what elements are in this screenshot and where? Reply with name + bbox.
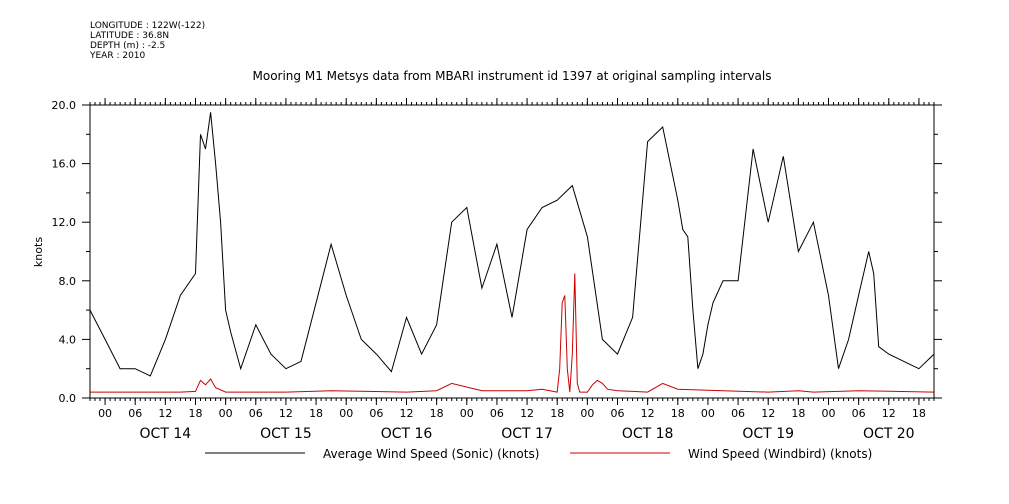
- y-tick-label: 12.0: [52, 216, 77, 229]
- x-tick-label: 06: [249, 407, 263, 420]
- x-tick-label: 12: [279, 407, 293, 420]
- x-tick-label: 06: [852, 407, 866, 420]
- x-tick-label: 18: [671, 407, 685, 420]
- day-label: OCT 15: [260, 426, 312, 442]
- legend-label-1: Average Wind Speed (Sonic) (knots): [323, 447, 539, 461]
- y-tick-label: 16.0: [52, 158, 77, 171]
- x-tick-label: 12: [520, 407, 534, 420]
- x-tick-label: 06: [128, 407, 142, 420]
- x-tick-label: 18: [430, 407, 444, 420]
- day-label: OCT 18: [622, 426, 674, 442]
- depth-label: DEPTH (m) : -2.5: [90, 41, 166, 51]
- x-tick-label: 18: [189, 407, 203, 420]
- x-tick-label: 06: [611, 407, 625, 420]
- x-tick-label: 06: [731, 407, 745, 420]
- x-tick-label: 00: [460, 407, 474, 420]
- x-tick-label: 12: [400, 407, 414, 420]
- series-line-2: [90, 273, 935, 393]
- x-tick-label: 12: [882, 407, 896, 420]
- x-tick-label: 00: [580, 407, 594, 420]
- series-lines: [89, 112, 935, 393]
- legend: Average Wind Speed (Sonic) (knots) Wind S…: [205, 447, 872, 461]
- x-tick-label: 18: [309, 407, 323, 420]
- y-axis-label: knots: [32, 237, 45, 267]
- y-tick-label: 8.0: [59, 275, 77, 288]
- x-tick-label: 18: [791, 407, 805, 420]
- station-metadata: LONGITUDE : 122W(-122) LATITUDE : 36.8N …: [90, 21, 205, 61]
- x-tick-label: 00: [219, 407, 233, 420]
- year-label: YEAR : 2010: [90, 51, 146, 61]
- x-tick-label: 06: [490, 407, 504, 420]
- plot-frame: [89, 104, 935, 399]
- x-tick-label: 00: [822, 407, 836, 420]
- day-label: OCT 14: [140, 426, 192, 442]
- day-label: OCT 20: [863, 426, 915, 442]
- axis-ticks: [82, 98, 942, 405]
- day-label: OCT 19: [742, 426, 794, 442]
- y-tick-label: 0.0: [59, 392, 77, 405]
- x-tick-label: 18: [912, 407, 926, 420]
- x-tick-label: 12: [761, 407, 775, 420]
- x-tick-label: 00: [701, 407, 715, 420]
- x-tick-label: 12: [641, 407, 655, 420]
- longitude-label: LONGITUDE : 122W(-122): [90, 21, 206, 31]
- x-tick-label: 06: [369, 407, 383, 420]
- y-tick-label: 20.0: [52, 99, 77, 112]
- y-tick-label: 4.0: [59, 333, 77, 346]
- x-tick-label: 18: [550, 407, 564, 420]
- x-tick-label: 00: [339, 407, 353, 420]
- day-label: OCT 17: [501, 426, 553, 442]
- chart-title: Mooring M1 Metsys data from MBARI instru…: [253, 69, 772, 83]
- day-label: OCT 16: [381, 426, 433, 442]
- tick-labels: 00 06 12 18 00 06 12 18 00 06 12 18 00 06 12 18 00 06 12 18…: [52, 99, 926, 442]
- series-line-1: [89, 112, 935, 377]
- x-tick-label: 00: [98, 407, 112, 420]
- legend-label-2: Wind Speed (Windbird) (knots): [688, 447, 872, 461]
- x-tick-label: 12: [158, 407, 172, 420]
- latitude-label: LATITUDE : 36.8N: [90, 31, 170, 41]
